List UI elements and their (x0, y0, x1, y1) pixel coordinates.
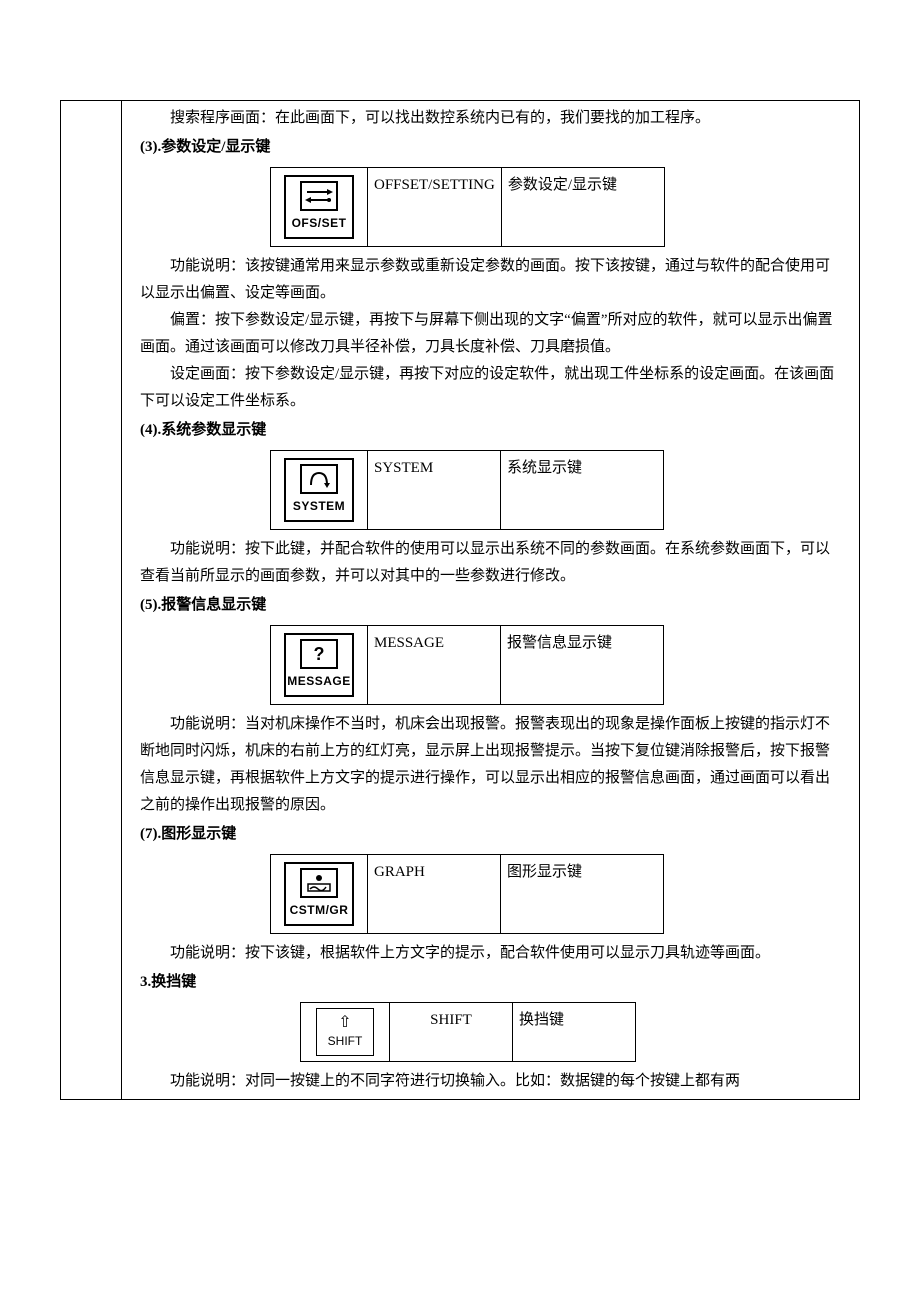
system-glyph (300, 464, 338, 494)
section-4-heading: (4).系统参数显示键 (140, 417, 841, 444)
system-key-icon: SYSTEM (284, 458, 354, 522)
icon-caption: CSTM/GR (286, 900, 352, 922)
key-code: SHIFT (390, 1003, 513, 1062)
message-key-icon: ? MESSAGE (284, 633, 354, 697)
key-table-graph: CSTM/GR GRAPH 图形显示键 (270, 854, 664, 934)
s7-para-1: 功能说明：按下该键，根据软件上方文字的提示，配合软件使用可以显示刀具轨迹等画面。 (140, 940, 841, 967)
key-icon-cell: ⇧ SHIFT (301, 1003, 390, 1062)
key-code: GRAPH (368, 855, 501, 934)
key-desc: 参数设定/显示键 (501, 168, 664, 247)
key-icon-cell: CSTM/GR (271, 855, 368, 934)
key-desc: 报警信息显示键 (501, 626, 664, 705)
shift-para-1: 功能说明：对同一按键上的不同字符进行切换输入。比如：数据键的每个按键上都有两 (140, 1068, 841, 1095)
graph-key-icon: CSTM/GR (284, 862, 354, 926)
key-code: SYSTEM (368, 451, 501, 530)
key-icon-cell: SYSTEM (271, 451, 368, 530)
s3-para-2: 偏置：按下参数设定/显示键，再按下与屏幕下侧出现的文字“偏置”所对应的软件，就可… (140, 307, 841, 361)
graph-glyph (300, 868, 338, 898)
ofsset-glyph (300, 181, 338, 211)
key-desc: 图形显示键 (501, 855, 664, 934)
document-page: 搜索程序画面：在此画面下，可以找出数控系统内已有的，我们要找的加工程序。 (3)… (0, 0, 920, 1302)
page-border: 搜索程序画面：在此画面下，可以找出数控系统内已有的，我们要找的加工程序。 (3)… (60, 100, 860, 1100)
message-glyph: ? (300, 639, 338, 669)
key-table-system: SYSTEM SYSTEM 系统显示键 (270, 450, 664, 530)
section-3-heading: (3).参数设定/显示键 (140, 134, 841, 161)
ofsset-key-icon: OFS/SET (284, 175, 354, 239)
key-icon-cell: ? MESSAGE (271, 626, 368, 705)
s3-para-3: 设定画面：按下参数设定/显示键，再按下对应的设定软件，就出现工件坐标系的设定画面… (140, 361, 841, 415)
key-table-ofsset: OFS/SET OFFSET/SETTING 参数设定/显示键 (270, 167, 665, 247)
key-desc: 换挡键 (513, 1003, 636, 1062)
shift-key-icon: ⇧ SHIFT (316, 1008, 374, 1056)
key-table-shift: ⇧ SHIFT SHIFT 换挡键 (300, 1002, 636, 1062)
up-arrow-icon: ⇧ (317, 1015, 373, 1031)
icon-caption: OFS/SET (286, 213, 352, 235)
key-code: OFFSET/SETTING (368, 168, 502, 247)
s4-para-1: 功能说明：按下此键，并配合软件的使用可以显示出系统不同的参数画面。在系统参数画面… (140, 536, 841, 590)
s3-para-1: 功能说明：该按键通常用来显示参数或重新设定参数的画面。按下该按键，通过与软件的配… (140, 253, 841, 307)
key-table-message: ? MESSAGE MESSAGE 报警信息显示键 (270, 625, 664, 705)
key-code: MESSAGE (368, 626, 501, 705)
shift-heading: 3.换挡键 (140, 969, 841, 996)
icon-caption: SHIFT (317, 1031, 373, 1053)
section-7-heading: (7).图形显示键 (140, 821, 841, 848)
content-column: 搜索程序画面：在此画面下，可以找出数控系统内已有的，我们要找的加工程序。 (3)… (121, 101, 859, 1099)
s5-para-1: 功能说明：当对机床操作不当时，机床会出现报警。报警表现出的现象是操作面板上按键的… (140, 711, 841, 819)
intro-paragraph: 搜索程序画面：在此画面下，可以找出数控系统内已有的，我们要找的加工程序。 (140, 105, 841, 132)
icon-caption: SYSTEM (286, 496, 352, 518)
icon-caption: MESSAGE (286, 671, 352, 693)
section-5-heading: (5).报警信息显示键 (140, 592, 841, 619)
key-desc: 系统显示键 (501, 451, 664, 530)
key-icon-cell: OFS/SET (271, 168, 368, 247)
